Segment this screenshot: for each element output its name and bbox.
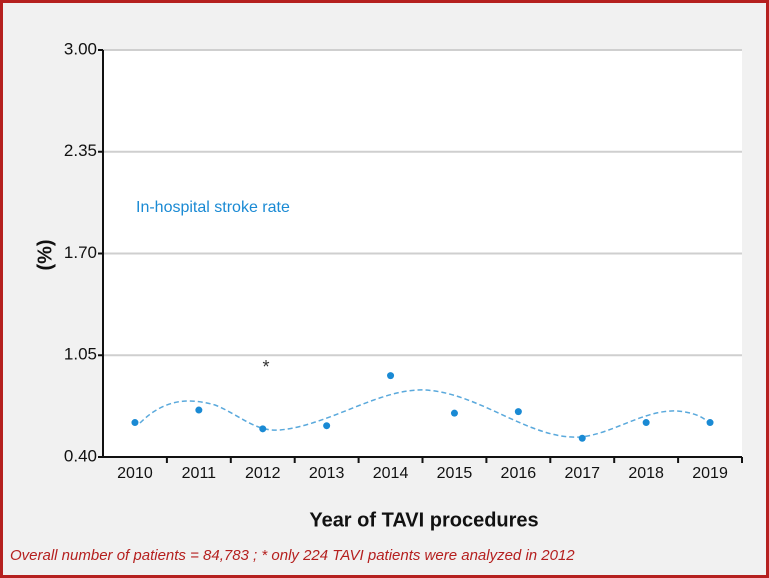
- y-axis-label: (%): [34, 239, 56, 270]
- x-tick-label: 2013: [309, 465, 345, 482]
- y-tick-label: 1.05: [64, 345, 97, 364]
- x-tick-label: 2017: [564, 465, 600, 482]
- x-tick-label: 2014: [373, 465, 409, 482]
- point: [195, 406, 203, 414]
- x-tick-label: 2018: [628, 465, 664, 482]
- x-tick-label: 2011: [182, 465, 217, 482]
- y-tick-label: 3.00: [64, 39, 97, 58]
- series-annotation: In-hospital stroke rate: [136, 199, 290, 216]
- y-tick-label: 1.70: [64, 243, 97, 262]
- y-tick-label: 2.35: [64, 141, 97, 160]
- x-tick-label: 2015: [437, 465, 473, 482]
- point: [387, 372, 395, 380]
- point: [131, 419, 139, 427]
- point: [450, 409, 458, 417]
- y-tick-label: 0.40: [64, 446, 97, 465]
- x-tick-label: 2019: [692, 465, 728, 482]
- x-axis-label: Year of TAVI procedures: [309, 509, 538, 531]
- point: [578, 434, 586, 442]
- point: [514, 408, 522, 416]
- asterisk-annotation: *: [262, 357, 269, 377]
- trend-curve: [139, 389, 709, 438]
- point: [259, 425, 267, 433]
- footnote: Overall number of patients = 84,783 ; * …: [10, 547, 575, 564]
- x-tick-label: 2010: [117, 465, 153, 482]
- point: [323, 422, 331, 430]
- point: [642, 419, 650, 427]
- x-tick-label: 2012: [245, 465, 281, 482]
- x-tick-label: 2016: [501, 465, 537, 482]
- grid: [103, 49, 742, 458]
- point: [706, 419, 714, 427]
